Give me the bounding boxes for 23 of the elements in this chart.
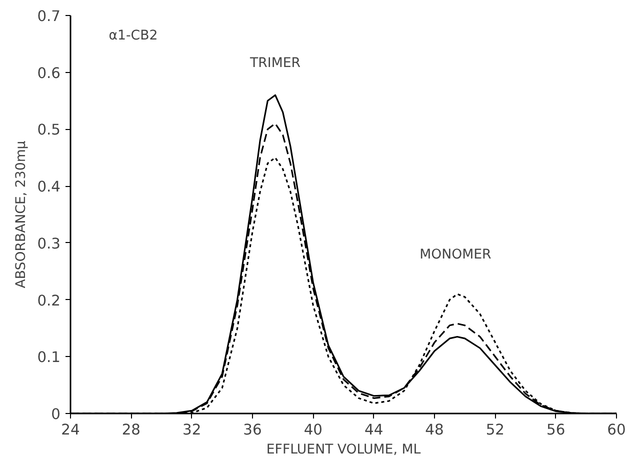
y-tick-label: 0.4: [37, 178, 61, 196]
y-tick-label: 0.5: [37, 122, 61, 139]
x-tick-label: 36: [243, 422, 262, 438]
x-tick-label: 60: [607, 422, 626, 438]
x-tick-label: 32: [182, 422, 202, 438]
x-axis-title: EFFLUENT VOLUME, ML: [266, 442, 422, 458]
x-tick-label: 48: [425, 422, 444, 438]
annotation: α1-CB2: [108, 28, 158, 44]
y-tick-label: 0.3: [37, 235, 61, 252]
x-tick-label: 40: [304, 422, 322, 438]
annotation: MONOMER: [420, 247, 492, 262]
annotation: TRIMER: [248, 56, 301, 72]
y-tick-label: 0.6: [37, 64, 61, 82]
y-tick-label: 0.7: [37, 8, 61, 25]
x-tick-label: 56: [546, 422, 566, 438]
x-tick-label: 44: [364, 422, 384, 438]
y-axis-title: ABSORBANCE, 230mμ: [14, 140, 30, 288]
y-tick-label: 0.1: [37, 349, 61, 366]
x-tick-label: 24: [61, 422, 80, 438]
y-tick-label: 0.2: [37, 292, 61, 310]
x-tick-label: 28: [122, 422, 140, 438]
x-tick-label: 52: [486, 422, 504, 438]
y-tick-label: 0: [51, 406, 61, 423]
